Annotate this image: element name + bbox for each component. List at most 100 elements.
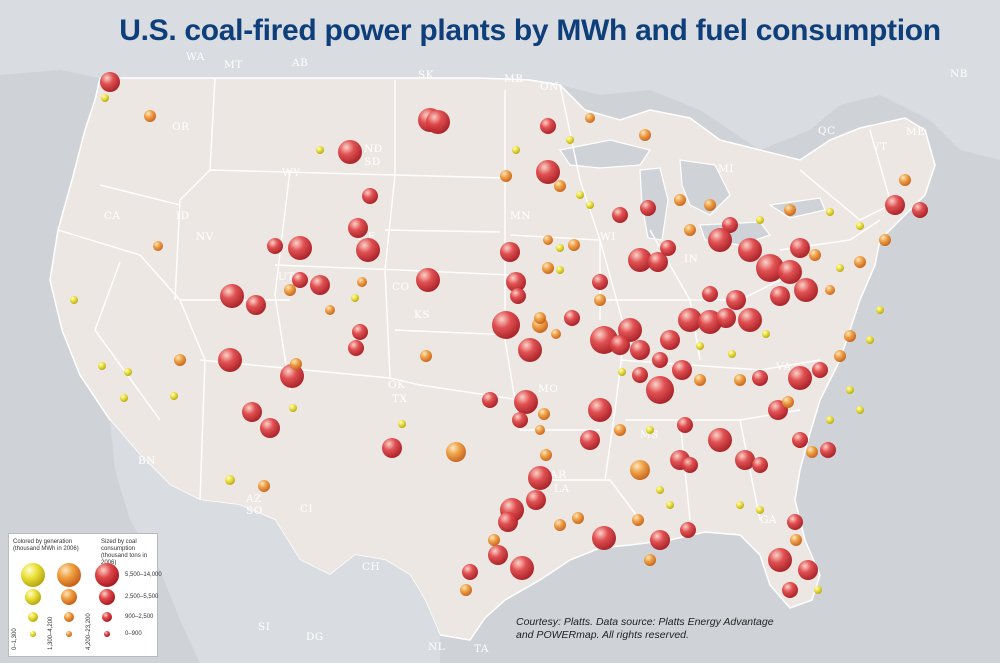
plant-bubble bbox=[101, 94, 109, 102]
plant-bubble bbox=[316, 146, 324, 154]
plant-bubble bbox=[536, 160, 560, 184]
plant-bubble bbox=[644, 554, 656, 566]
plant-bubble bbox=[782, 582, 798, 598]
legend-class-low: 0–1,300 bbox=[12, 628, 18, 650]
canada-landmass bbox=[0, 0, 1000, 160]
plant-bubble bbox=[756, 216, 764, 224]
label-sk: SK bbox=[418, 69, 434, 81]
plant-bubble bbox=[488, 545, 508, 565]
plant-bubble bbox=[362, 188, 378, 204]
label-id: ID bbox=[176, 210, 190, 222]
plant-bubble bbox=[696, 342, 704, 350]
plant-bubble bbox=[630, 340, 650, 360]
page-title: U.S. coal-fired power plants by MWh and … bbox=[119, 14, 941, 47]
plant-bubble bbox=[280, 364, 304, 388]
label-mn: MN bbox=[510, 210, 531, 222]
plant-bubble bbox=[844, 330, 856, 342]
plant-bubble bbox=[576, 191, 584, 199]
plant-bubble bbox=[325, 305, 335, 315]
plant-bubble bbox=[660, 330, 680, 350]
legend-low-small bbox=[28, 612, 38, 622]
credit-line-1: Courtesy: Platts. Data source: Platts En… bbox=[516, 616, 774, 628]
plant-bubble bbox=[540, 449, 552, 461]
plant-bubble bbox=[756, 254, 784, 282]
plant-bubble bbox=[554, 519, 566, 531]
plant-bubble bbox=[564, 310, 580, 326]
plant-bubble bbox=[694, 374, 706, 386]
plant-bubble bbox=[846, 386, 854, 394]
plant-bubble bbox=[790, 238, 810, 258]
label-ca: CA bbox=[104, 210, 121, 222]
plant-bubble bbox=[592, 274, 608, 290]
plant-bubble bbox=[716, 308, 736, 328]
label-bn: BN bbox=[138, 455, 156, 467]
label-az: AZ bbox=[245, 493, 262, 505]
plant-bubble bbox=[170, 392, 178, 400]
plant-bubble bbox=[825, 285, 835, 295]
plant-bubble bbox=[806, 446, 818, 458]
label-nd: ND bbox=[364, 143, 383, 155]
plant-bubble bbox=[820, 442, 836, 458]
plant-bubble bbox=[885, 195, 905, 215]
label-tx: TX bbox=[392, 393, 408, 405]
plant-bubble bbox=[788, 366, 812, 390]
label-nb: NB bbox=[950, 68, 968, 80]
plant-bubble bbox=[338, 140, 362, 164]
plant-bubble bbox=[174, 354, 186, 366]
label-co: CO bbox=[392, 281, 410, 293]
plant-bubble bbox=[698, 310, 722, 334]
map-legend: Colored by generation (thousand MWh in 2… bbox=[8, 533, 162, 657]
plant-bubble bbox=[592, 526, 616, 550]
plant-bubble bbox=[292, 272, 308, 288]
plant-bubble bbox=[678, 308, 702, 332]
plant-bubble bbox=[585, 113, 595, 123]
legend-class-high: 4,200–23,200 bbox=[86, 613, 92, 650]
plant-bubble bbox=[225, 475, 235, 485]
legend-high-small bbox=[102, 612, 112, 622]
plant-bubble bbox=[398, 420, 406, 428]
plant-bubble bbox=[289, 404, 297, 412]
plant-bubble bbox=[357, 277, 367, 287]
plant-bubble bbox=[528, 466, 552, 490]
plant-bubble bbox=[834, 350, 846, 362]
plant-bubble bbox=[572, 512, 584, 524]
plant-bubble bbox=[666, 501, 674, 509]
legend-high-large bbox=[95, 563, 119, 587]
plant-bubble bbox=[514, 390, 538, 414]
legend-color-heading: Colored by generation (thousand MWh in 2… bbox=[13, 539, 79, 552]
plant-bubble bbox=[535, 425, 545, 435]
plant-bubble bbox=[738, 238, 762, 262]
source-credit: Courtesy: Platts. Data source: Platts En… bbox=[516, 616, 816, 642]
plant-bubble bbox=[153, 241, 163, 251]
plant-bubble bbox=[70, 296, 78, 304]
label-in: IN bbox=[684, 253, 698, 265]
plant-bubble bbox=[260, 418, 280, 438]
plant-bubble bbox=[426, 110, 450, 134]
label-mb: MB bbox=[504, 73, 523, 85]
label-wi: WI bbox=[600, 231, 616, 243]
label-va: VA bbox=[775, 361, 791, 373]
plant-bubble bbox=[352, 324, 368, 340]
plant-bubble bbox=[722, 217, 738, 233]
label-ga: GA bbox=[760, 514, 777, 526]
credit-line-2: and POWERmap. All rights reserved. bbox=[516, 629, 689, 641]
label-vt: VT bbox=[871, 141, 888, 153]
plant-bubble bbox=[124, 368, 132, 376]
great-lakes bbox=[559, 139, 826, 246]
label-ks: KS bbox=[414, 309, 430, 321]
plant-bubble bbox=[684, 224, 696, 236]
label-ci: CI bbox=[300, 503, 313, 515]
plant-bubble bbox=[218, 348, 242, 372]
plant-bubble bbox=[554, 180, 566, 192]
plant-bubble bbox=[351, 294, 359, 302]
plant-bubble bbox=[290, 358, 302, 370]
plant-bubble bbox=[784, 204, 796, 216]
plant-bubble bbox=[648, 252, 668, 272]
plant-bubble bbox=[540, 118, 556, 134]
plant-bubble bbox=[348, 218, 368, 238]
label-ut: UT bbox=[278, 271, 295, 283]
plant-bubble bbox=[512, 146, 520, 154]
plant-bubble bbox=[628, 248, 652, 272]
label-sd: SD bbox=[364, 156, 381, 168]
plant-bubble bbox=[680, 522, 696, 538]
